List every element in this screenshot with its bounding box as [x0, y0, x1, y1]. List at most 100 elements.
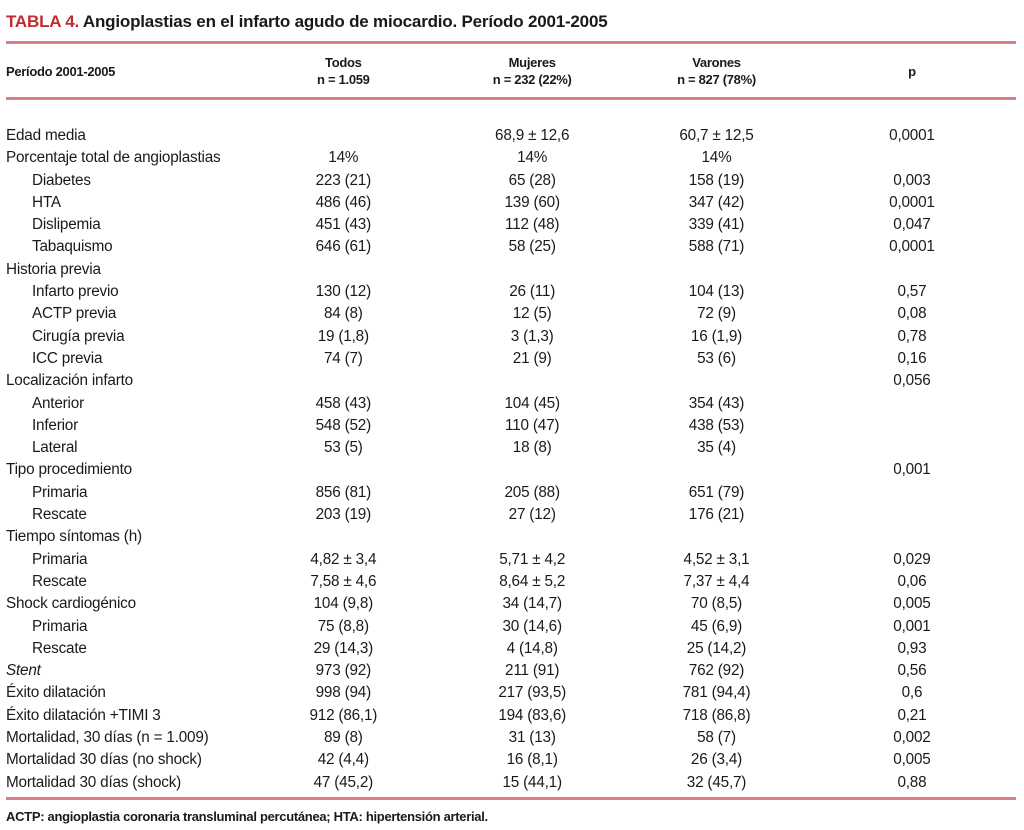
- varones-value: 25 (14,2): [686, 639, 747, 657]
- table-row: Lateral 53 (5) 18 (8) 35 (4): [6, 437, 1016, 459]
- todos-value: 973 (92): [315, 662, 372, 680]
- table-row: Historia previa: [6, 259, 1016, 281]
- p-value: 0,08: [897, 305, 927, 323]
- p-value: 0,16: [897, 349, 927, 367]
- row-label: HTA: [32, 193, 61, 211]
- row-label: Lateral: [32, 439, 78, 457]
- row-label: Dislipemia: [32, 216, 101, 234]
- varones-value: 60,7 ± 12,5: [679, 127, 754, 144]
- p-value: 0,001: [893, 617, 931, 635]
- row-label: Primaria: [32, 617, 88, 635]
- table-row: Éxito dilatación +TIMI 3 912 (86,1) 194 (8…: [6, 705, 1016, 727]
- table-row: Tipo procedimiento 0,001: [6, 459, 1016, 481]
- mujeres-value: 14%: [517, 149, 548, 167]
- row-label: Mortalidad 30 días (no shock): [6, 751, 202, 769]
- table-row: Éxito dilatación 998 (94) 217 (93,5) 781 (9…: [6, 682, 1016, 704]
- column-header-mujeres-line1: Mujeres: [508, 55, 556, 70]
- row-label: ACTP previa: [32, 305, 117, 323]
- row-label: Rescate: [32, 639, 87, 657]
- table-header-row: Período 2001-2005 Todos n = 1.059 Mujere…: [6, 41, 1016, 100]
- p-value: 0,001: [893, 461, 931, 479]
- p-value: 0,005: [893, 595, 931, 613]
- todos-value: 646 (61): [315, 238, 372, 256]
- p-value: 0,21: [897, 706, 927, 724]
- table-row: Inferior 548 (52) 110 (47) 438 (53): [6, 415, 1016, 437]
- varones-value: [625, 526, 808, 548]
- p-value: 0,56: [897, 662, 927, 680]
- mujeres-value: [439, 370, 625, 392]
- mujeres-value: 205 (88): [504, 483, 560, 501]
- mujeres-value: 15 (44,1): [439, 771, 626, 800]
- mujeres-value: 58 (25): [508, 238, 556, 256]
- row-label: Edad media: [6, 127, 86, 144]
- todos-value: 203 (19): [315, 506, 372, 524]
- table-title: TABLA 4. Angioplastias en el infarto agu…: [6, 12, 1016, 32]
- mujeres-value: 139 (60): [504, 193, 560, 211]
- p-value: 0,57: [897, 283, 927, 301]
- p-value: [808, 415, 1016, 437]
- column-header-p-line1: p: [908, 63, 916, 79]
- todos-value: [247, 459, 439, 481]
- table-row: ACTP previa 84 (8) 12 (5) 72 (9) 0,08: [6, 303, 1016, 325]
- table-row: Infarto previo 130 (12) 26 (11) 104 (13) 0,5…: [6, 281, 1016, 303]
- p-value: 0,88: [807, 771, 1016, 800]
- row-label: Éxito dilatación +TIMI 3: [6, 706, 161, 724]
- mujeres-value: 34 (14,7): [502, 595, 562, 613]
- table-body: Edad media 68,9 ± 12,6 60,7 ± 12,5 0,0001 Po…: [6, 99, 1016, 800]
- row-label: Primaria: [32, 483, 88, 501]
- todos-value: 29 (14,3): [313, 639, 374, 657]
- todos-value: 19 (1,8): [317, 327, 369, 345]
- p-value: 0,029: [893, 550, 931, 568]
- todos-value: 74 (7): [323, 349, 363, 367]
- p-value: [808, 526, 1016, 548]
- varones-value: 176 (21): [688, 506, 745, 524]
- p-value: [808, 504, 1016, 526]
- p-value: [808, 482, 1016, 504]
- todos-value: 856 (81): [315, 483, 372, 501]
- row-label: Infarto previo: [32, 283, 119, 301]
- table-row: Mortalidad 30 días (shock) 47 (45,2) 15 (4…: [6, 771, 1016, 800]
- todos-value: 912 (86,1): [309, 706, 378, 724]
- row-label: Anterior: [32, 394, 84, 412]
- angioplasty-table: Período 2001-2005 Todos n = 1.059 Mujere…: [6, 41, 1016, 800]
- row-label: Stent: [6, 662, 41, 680]
- varones-value: 339 (41): [688, 216, 745, 234]
- column-header-todos: Todos n = 1.059: [247, 41, 440, 100]
- varones-value: 762 (92): [688, 662, 745, 680]
- column-header-mujeres: Mujeres n = 232 (22%): [439, 41, 626, 100]
- p-value: 0,056: [893, 372, 931, 390]
- column-header-todos-line2: n = 1.059: [317, 72, 370, 87]
- p-value: 0,002: [893, 729, 931, 747]
- todos-value: 4,82 ± 3,4: [310, 550, 377, 568]
- table-row: Primaria 4,82 ± 3,4 5,71 ± 4,2 4,52 ± 3,1 0,…: [6, 549, 1016, 571]
- row-label: Tabaquismo: [32, 238, 113, 256]
- table-row: Edad media 68,9 ± 12,6 60,7 ± 12,5 0,0001: [6, 99, 1016, 148]
- mujeres-value: 65 (28): [508, 171, 556, 189]
- todos-value: 89 (8): [323, 729, 363, 747]
- todos-value: 451 (43): [315, 216, 372, 234]
- table-row: Anterior 458 (43) 104 (45) 354 (43): [6, 393, 1016, 415]
- table-row: ICC previa 74 (7) 21 (9) 53 (6) 0,16: [6, 348, 1016, 370]
- mujeres-value: 68,9 ± 12,6: [495, 127, 570, 144]
- todos-value: 458 (43): [315, 394, 372, 412]
- mujeres-value: 26 (11): [509, 283, 556, 301]
- todos-value: 84 (8): [323, 305, 363, 323]
- p-value: 0,93: [897, 639, 927, 657]
- varones-value: 45 (6,9): [690, 617, 743, 635]
- todos-value: 130 (12): [315, 283, 372, 301]
- row-label: Mortalidad, 30 días (n = 1.009): [6, 729, 209, 747]
- todos-value: [247, 370, 439, 392]
- todos-value: 47 (45,2): [247, 771, 440, 800]
- varones-value: 70 (8,5): [690, 595, 743, 613]
- row-label: Primaria: [32, 550, 88, 568]
- mujeres-value: [439, 259, 625, 281]
- varones-value: 58 (7): [697, 729, 736, 747]
- p-value: [808, 259, 1016, 281]
- todos-value: 14%: [328, 149, 359, 167]
- varones-value: [625, 459, 808, 481]
- mujeres-value: 112 (48): [505, 216, 560, 234]
- p-value: 0,0001: [889, 193, 935, 211]
- todos-value: 42 (4,4): [317, 751, 369, 769]
- todos-value: [247, 526, 439, 548]
- table-row: Tabaquismo 646 (61) 58 (25) 588 (71) 0,0001: [6, 236, 1016, 258]
